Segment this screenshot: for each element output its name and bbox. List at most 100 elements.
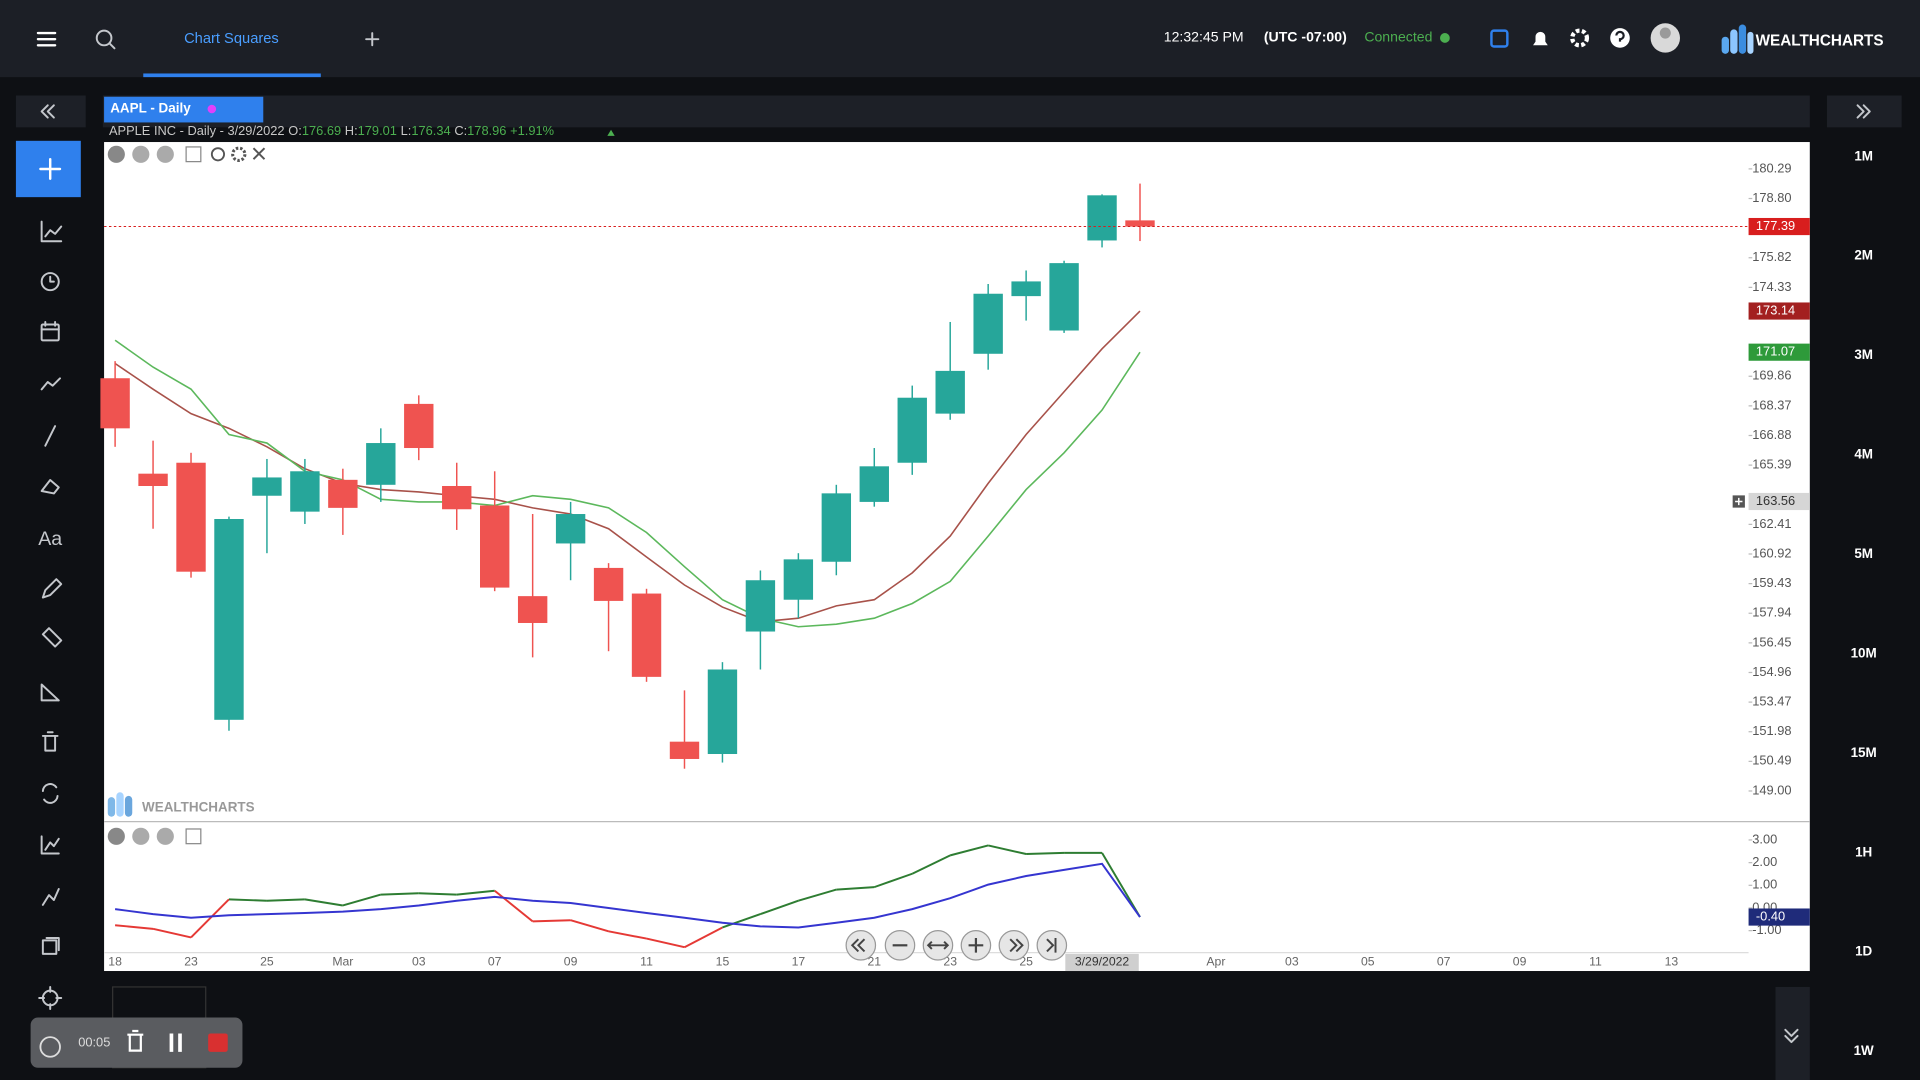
legend-value: 179.01: [358, 124, 397, 139]
legend-change: +1.91%: [510, 124, 554, 139]
tool-shapes[interactable]: [40, 479, 60, 495]
pane-button[interactable]: [107, 827, 125, 845]
chart-tab-label[interactable]: AAPL - Daily: [110, 101, 191, 116]
recorder-pause[interactable]: [169, 1033, 182, 1052]
nav-button[interactable]: [845, 930, 877, 961]
search-icon-handle[interactable]: [108, 42, 116, 50]
candle-body: [176, 462, 206, 572]
recorder-delete[interactable]: [127, 1029, 144, 1052]
chart-tab[interactable]: [104, 96, 264, 123]
watermark: WEALTHCHARTS: [142, 800, 255, 815]
collapse-left-icon[interactable]: [40, 104, 55, 119]
legend-label: L:: [401, 124, 412, 139]
price-badge: [1748, 343, 1810, 361]
candle-body: [1125, 220, 1155, 227]
timeframe[interactable]: 1H: [1855, 844, 1872, 859]
expand-bottom-icon[interactable]: [1784, 1028, 1799, 1044]
pane-button[interactable]: [132, 827, 150, 845]
chart-tab-dot: [207, 104, 217, 114]
timeframe[interactable]: 5M: [1854, 546, 1873, 561]
candle-body: [404, 403, 434, 449]
recorder-camera[interactable]: [39, 1036, 61, 1058]
visibility-button[interactable]: [210, 147, 225, 162]
timeframe-list: 1M 2M 3M 4M 5M 10M 15M 1H 1D 1W: [1851, 148, 1877, 1058]
y-tick-label: 157.94: [1752, 605, 1791, 620]
collapse-right-icon[interactable]: [1856, 104, 1871, 119]
timeframe[interactable]: 1W: [1854, 1043, 1874, 1058]
notifications-button[interactable]: [1533, 31, 1548, 46]
settings-button[interactable]: [1570, 28, 1590, 48]
candle-body: [935, 370, 965, 414]
help-button[interactable]: [1610, 28, 1630, 48]
tool-indicators[interactable]: [40, 835, 60, 855]
candle-body: [1087, 195, 1117, 241]
indicator-segment: [608, 930, 647, 940]
pane-button[interactable]: [132, 145, 150, 163]
indicator-segment: [494, 889, 534, 923]
tool-time[interactable]: [40, 272, 60, 292]
pane-controls: [107, 145, 266, 845]
collapse-left[interactable]: [15, 95, 86, 128]
pane-close-button[interactable]: [252, 147, 266, 160]
watermark-logo: [107, 792, 133, 817]
pane-button[interactable]: [185, 828, 202, 845]
search-button[interactable]: [95, 29, 116, 50]
recorder-stop[interactable]: [208, 1033, 228, 1052]
add-tab-button[interactable]: [365, 32, 380, 47]
timeframe[interactable]: 2M: [1854, 248, 1873, 263]
tool-delete[interactable]: [41, 731, 59, 752]
timeframe[interactable]: 1M: [1854, 148, 1873, 163]
crosshair-x-badge: [1065, 953, 1139, 972]
tool-text[interactable]: Aa: [38, 528, 62, 550]
candle-body: [707, 669, 738, 755]
y-tick-label: 149.00: [1752, 782, 1791, 797]
pane-button[interactable]: [156, 827, 174, 845]
tool-line[interactable]: [44, 425, 57, 447]
x-tick-label: 17: [792, 955, 806, 969]
search-icon[interactable]: [95, 29, 113, 47]
tool-pattern[interactable]: [41, 888, 60, 906]
tool-brush[interactable]: [41, 578, 63, 599]
candle-body: [366, 443, 396, 485]
pane-settings-button[interactable]: [231, 146, 247, 162]
indicator-segment: [760, 899, 799, 916]
tool-measure[interactable]: [40, 683, 60, 702]
candle-body: [631, 593, 662, 677]
menu-button[interactable]: [36, 31, 57, 47]
timeframe[interactable]: 4M: [1854, 447, 1873, 462]
tool-refresh[interactable]: [41, 783, 59, 804]
indicator-badge: [1748, 908, 1810, 926]
nav-button[interactable]: [998, 930, 1030, 961]
indicator-segment: [304, 898, 344, 907]
tab-label[interactable]: Chart Squares: [184, 31, 279, 47]
tool-calendar[interactable]: [40, 323, 60, 342]
timeframe[interactable]: 15M: [1851, 745, 1877, 760]
y-tick-label: 175.82: [1752, 249, 1791, 264]
tool-chart-type[interactable]: [40, 220, 63, 243]
moving-average: [114, 339, 1141, 628]
timeframe[interactable]: 3M: [1854, 347, 1873, 362]
add-icon[interactable]: [39, 157, 62, 180]
timeframe[interactable]: 1D: [1855, 944, 1872, 959]
tool-ruler[interactable]: [41, 627, 63, 648]
connection-status: Connected: [1364, 29, 1432, 45]
pane-button[interactable]: [156, 145, 174, 163]
menu-icon[interactable]: [36, 31, 57, 47]
avatar-head: [1659, 27, 1671, 39]
pane-button[interactable]: [107, 145, 125, 163]
pane-button[interactable]: [185, 146, 202, 163]
tool-trend[interactable]: [40, 377, 61, 391]
tool-layers[interactable]: [41, 939, 58, 955]
legend-value: 178.96: [467, 124, 506, 139]
price-badge-label: 171.07: [1756, 344, 1795, 359]
y-tick-label: 165.39: [1752, 457, 1791, 472]
logo-bar: [124, 795, 133, 817]
y-tick-label: -1.00: [1752, 922, 1781, 937]
timeframe[interactable]: 10M: [1851, 645, 1877, 660]
indicator-line: [114, 862, 1141, 929]
save-button[interactable]: [1490, 29, 1509, 48]
x-tick-label: 07: [488, 955, 502, 969]
candle-body: [517, 596, 548, 623]
indicator-segment: [418, 892, 457, 896]
